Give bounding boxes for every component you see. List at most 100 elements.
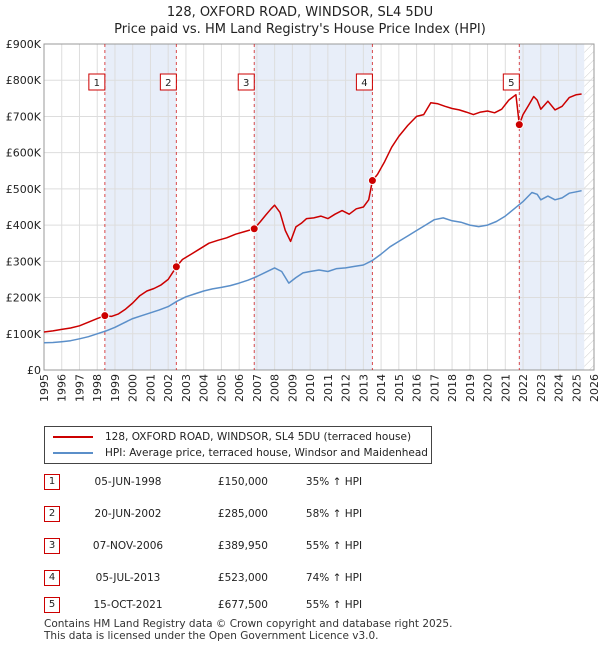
hpi-line — [43, 189, 582, 344]
sale-label-text: 3 — [243, 78, 249, 89]
y-tick-label: £300K — [6, 255, 42, 268]
sale-point — [514, 120, 524, 130]
legend-label-hpi: HPI: Average price, terraced house, Wind… — [105, 447, 428, 459]
price-chart: 1 2 3 4 5 £0 £100K £200K £300K £400K £500K £600K £7… — [6, 38, 600, 402]
sale-period-bands — [44, 44, 594, 370]
table-row: 4 05-JUL-2013 £523,000 74% ↑ HPI — [44, 568, 444, 588]
x-tick-label: 2013 — [357, 374, 370, 402]
sale-price: £285,000 — [217, 508, 268, 520]
x-tick-label: 2012 — [340, 374, 353, 402]
legend-label-property: 128, OXFORD ROAD, WINDSOR, SL4 5DU (terr… — [105, 431, 412, 443]
y-tick-label: £200K — [6, 292, 42, 305]
plot-frame — [43, 43, 595, 371]
sale-hpi-change: 55% ↑ HPI — [305, 599, 363, 611]
sale-point — [100, 311, 110, 321]
sale-label-box — [355, 73, 373, 91]
sale-label-text: 1 — [94, 78, 100, 89]
x-tick-label: 2016 — [411, 374, 424, 402]
y-tick-label: £500K — [6, 183, 42, 196]
sale-hpi-change: 35% ↑ HPI — [305, 476, 363, 488]
x-tick-label: 2017 — [428, 374, 441, 402]
x-tick-label: 1995 — [38, 374, 51, 402]
x-tick-label: 2002 — [162, 374, 175, 402]
sale-label-box — [502, 73, 520, 91]
table-row: 5 15-OCT-2021 £677,500 55% ↑ HPI — [44, 595, 444, 615]
x-tick-label: 1998 — [91, 374, 104, 402]
sale-hpi-change: 55% ↑ HPI — [305, 540, 363, 552]
y-tick-label: £600K — [6, 147, 42, 160]
sale-label-box — [88, 73, 106, 91]
property-price-line — [43, 93, 582, 333]
y-tick-label: £100K — [6, 328, 42, 341]
legend-item-hpi: HPI: Average price, terraced house, Wind… — [53, 445, 428, 461]
y-tick-label: £400K — [6, 219, 42, 232]
sale-badge: 4 — [44, 570, 60, 586]
footer-copyright: Contains HM Land Registry data © Crown c… — [44, 618, 453, 630]
sale-date: 07-NOV-2006 — [92, 540, 164, 552]
x-tick-label: 2014 — [375, 374, 388, 402]
x-tick-label: 2019 — [464, 374, 477, 402]
x-tick-label: 2003 — [180, 374, 193, 402]
x-tick-label: 1997 — [73, 374, 86, 402]
sale-hpi-change: 58% ↑ HPI — [305, 508, 363, 520]
x-axis-labels: 1995 1996 1997 1998 1999 2000 2001 2002 2003 2004… — [38, 374, 600, 402]
sale-label-text: 2 — [165, 78, 171, 89]
table-row: 2 20-JUN-2002 £285,000 58% ↑ HPI — [44, 504, 444, 524]
legend-swatch-hpi — [53, 452, 93, 454]
legend-swatch-property — [53, 436, 93, 438]
sale-badge: 1 — [44, 474, 60, 490]
x-tick-label: 2010 — [304, 374, 317, 402]
sale-label-box — [237, 73, 255, 91]
table-row: 1 05-JUN-1998 £150,000 35% ↑ HPI — [44, 472, 444, 492]
legend-item-property: 128, OXFORD ROAD, WINDSOR, SL4 5DU (terr… — [53, 429, 411, 445]
x-tick-label: 1999 — [109, 374, 122, 402]
x-tick-label: 2009 — [286, 374, 299, 402]
x-tick-label: 2018 — [446, 374, 459, 402]
footer-licence: This data is licensed under the Open Gov… — [44, 630, 379, 642]
x-tick-label: 2000 — [127, 374, 140, 402]
sale-price: £677,500 — [217, 599, 268, 611]
sale-label-text: 4 — [361, 78, 367, 89]
legend: 128, OXFORD ROAD, WINDSOR, SL4 5DU (terr… — [44, 426, 432, 464]
sale-points — [100, 120, 524, 321]
table-row: 3 07-NOV-2006 £389,950 55% ↑ HPI — [44, 536, 444, 556]
chart-title: 128, OXFORD ROAD, WINDSOR, SL4 5DU — [166, 5, 434, 20]
sale-point — [367, 176, 377, 186]
sale-label: 2 — [159, 73, 177, 91]
sale-label: 1 — [88, 73, 106, 91]
sale-price: £150,000 — [217, 476, 268, 488]
series-lines — [43, 93, 582, 344]
sale-label-text: 5 — [508, 78, 514, 89]
sale-date: 15-OCT-2021 — [93, 599, 163, 611]
sale-label-box — [159, 73, 177, 91]
y-axis-labels: £0 £100K £200K £300K £400K £500K £600K £700K £80… — [6, 38, 42, 377]
x-tick-label: 2005 — [215, 374, 228, 402]
sale-date: 20-JUN-2002 — [94, 508, 162, 520]
forecast-hatch — [584, 44, 594, 370]
y-tick-label: £800K — [6, 74, 42, 87]
chart-subtitle: Price paid vs. HM Land Registry's House … — [114, 22, 486, 37]
x-tick-label: 2024 — [553, 374, 566, 402]
sale-period-band — [104, 44, 177, 370]
x-tick-label: 2008 — [269, 374, 282, 402]
sale-period-band — [519, 44, 585, 370]
footer: Contains HM Land Registry data © Crown c… — [44, 618, 452, 642]
sale-price: £389,950 — [217, 540, 268, 552]
x-tick-label: 2020 — [482, 374, 495, 402]
x-tick-label: 2021 — [499, 374, 512, 402]
sale-label: 5 — [502, 73, 520, 91]
x-tick-label: 2001 — [144, 374, 157, 402]
sale-badge: 5 — [44, 597, 60, 613]
sale-hpi-change: 74% ↑ HPI — [305, 572, 363, 584]
x-tick-label: 1996 — [56, 374, 69, 402]
y-tick-label: £900K — [6, 38, 42, 51]
x-tick-label: 2007 — [251, 374, 264, 402]
chart-title-block: 128, OXFORD ROAD, WINDSOR, SL4 5DU Price… — [0, 4, 600, 38]
x-tick-label: 2025 — [570, 374, 583, 402]
sale-labels: 1 2 3 4 5 — [88, 73, 520, 91]
x-tick-label: 2022 — [517, 374, 530, 402]
sale-badge: 3 — [44, 538, 60, 554]
x-tick-label: 2026 — [588, 374, 600, 402]
y-tick-label: £700K — [6, 110, 42, 123]
sale-date: 05-JUL-2013 — [95, 572, 161, 584]
